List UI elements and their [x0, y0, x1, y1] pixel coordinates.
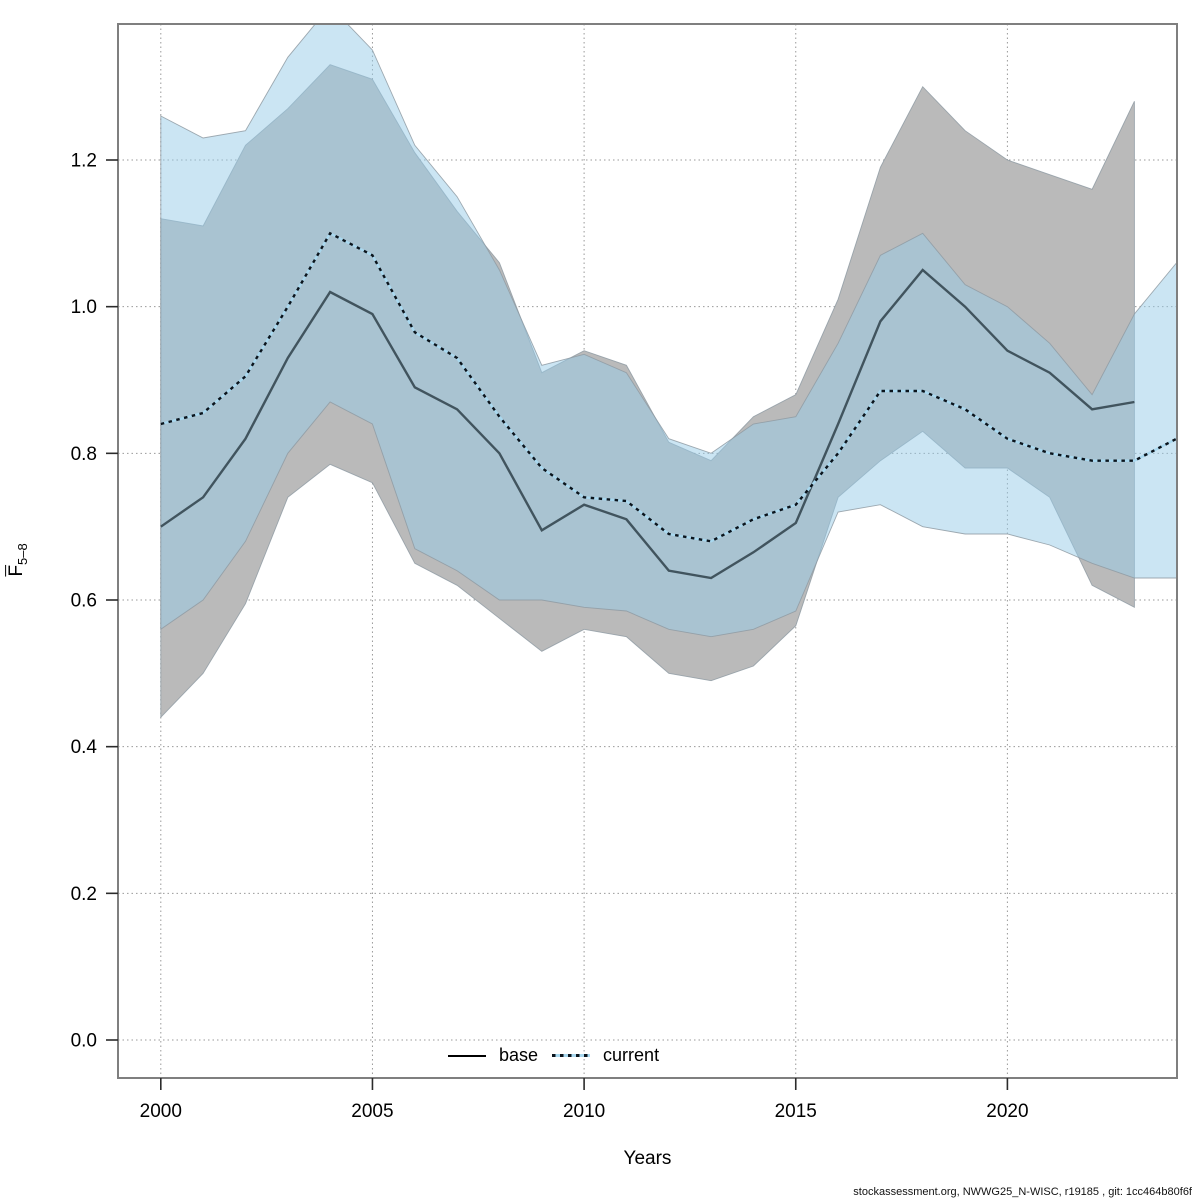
legend: base current: [448, 1045, 659, 1066]
y-tick-label: 1.0: [71, 297, 97, 318]
y-axis-title-subscript: 5–8: [14, 543, 30, 565]
y-tick-label: 0.2: [71, 884, 97, 905]
y-tick-label: 0.0: [71, 1031, 97, 1052]
current-line-sample-icon: [552, 1054, 591, 1057]
x-axis-title: Years: [623, 1148, 672, 1169]
footer-citation: stockassessment.org, NWWG25_N-WISC, r191…: [853, 1186, 1192, 1198]
current-confidence-band: [160, 24, 1177, 638]
legend-label-base: base: [499, 1045, 539, 1065]
y-tick-label: 1.2: [71, 151, 97, 172]
axis-ticks: [106, 159, 1009, 1090]
legend-item-base: base: [448, 1045, 538, 1066]
y-tick-label: 0.8: [71, 444, 97, 465]
x-tick-label: 2005: [351, 1101, 393, 1122]
plot-area: [160, 24, 1177, 719]
y-tick-label: 0.4: [71, 737, 98, 758]
legend-item-current: current: [552, 1045, 659, 1066]
legend-label-current: current: [603, 1045, 660, 1065]
base-line: [160, 268, 1135, 580]
base-line-sample-icon: [448, 1054, 486, 1057]
plot-box: [117, 23, 1178, 1079]
current-line: [160, 231, 1177, 543]
x-tick-label: 2010: [563, 1101, 605, 1122]
x-tick-label: 2020: [986, 1101, 1028, 1122]
y-axis-title-symbol: F: [6, 564, 28, 577]
x-tick-label: 2015: [775, 1101, 817, 1122]
x-tick-label: 2000: [140, 1101, 182, 1122]
y-tick-label: 0.6: [71, 591, 97, 612]
axis-labels: 2000 2005 2010 2015 2020 0.0 0.2 0.4 0.6 0.8 1.0 1.…: [71, 151, 1029, 1122]
y-axis-title: F5–8: [6, 480, 30, 640]
